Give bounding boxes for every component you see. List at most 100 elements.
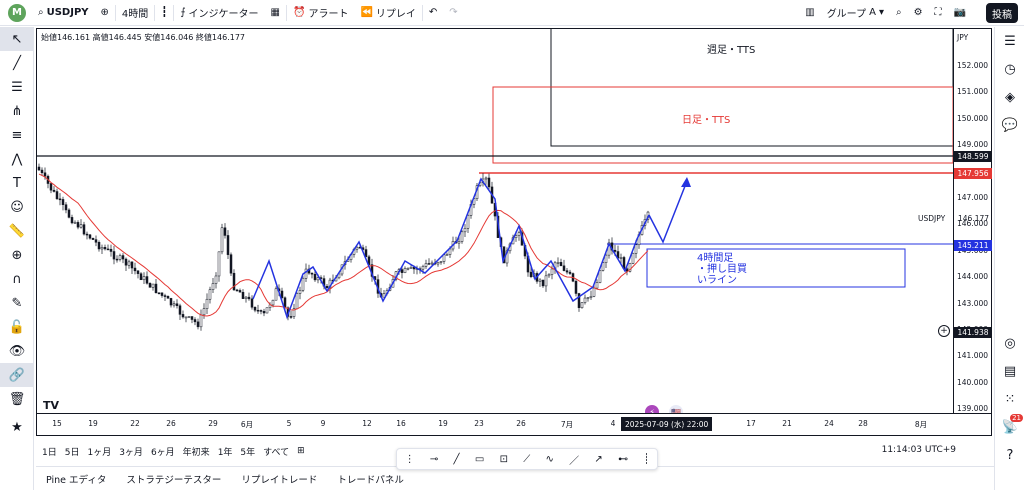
calendar-button[interactable]: ▤ bbox=[995, 357, 1024, 385]
candle-body bbox=[205, 298, 209, 309]
range-button[interactable]: 5年 bbox=[240, 447, 256, 458]
chart-pane[interactable]: 始値146.161 高値146.445 安値146.046 終値146.177 … bbox=[36, 28, 954, 414]
delete-tool[interactable]: 🗑 bbox=[0, 387, 34, 411]
vertical-line-icon[interactable]: ┊ bbox=[643, 453, 650, 465]
divider bbox=[173, 4, 175, 21]
bottom-tab[interactable]: Pine エディタ bbox=[46, 474, 107, 486]
fib-tool[interactable]: ≡ bbox=[0, 123, 34, 147]
time-axis[interactable]: 2025-07-09 (水) 22:00 15 19 22 26 29 6月 5 9 12 16 1… bbox=[36, 414, 992, 436]
chart-type-button[interactable]: ┇ bbox=[155, 0, 173, 26]
redo-button[interactable]: ↷ bbox=[443, 0, 463, 26]
close-value: 146.177 bbox=[211, 33, 246, 42]
event-icon[interactable]: ⚡ bbox=[645, 405, 659, 413]
currency-label[interactable]: JPY bbox=[957, 33, 969, 42]
chat-button[interactable]: 💬 bbox=[995, 111, 1024, 139]
indicators-button[interactable]: ⨍ インジケーター bbox=[174, 0, 264, 26]
trendline-icon[interactable]: ╱ bbox=[453, 453, 460, 465]
range-button[interactable]: すべて bbox=[263, 447, 290, 458]
text-note-icon[interactable]: ⊡ bbox=[499, 453, 508, 465]
add-level-button[interactable]: + bbox=[938, 325, 950, 337]
price-axis[interactable]: JPY 152.000 151.000 150.000 149.000 147.000 1… bbox=[954, 28, 992, 414]
trendline-tool[interactable]: ╱ bbox=[0, 51, 34, 75]
bottom-tab[interactable]: リプレイトレード bbox=[241, 474, 318, 486]
polyline-icon[interactable]: ∿ bbox=[545, 453, 554, 465]
undo-button[interactable]: ↶ bbox=[423, 0, 443, 26]
horizontal-lines-tool[interactable]: ☰ bbox=[0, 75, 34, 99]
layers-button[interactable]: ◈ bbox=[995, 83, 1024, 111]
h4-buy-label[interactable]: 4時間足 ・押し目買 いライン bbox=[697, 253, 747, 286]
target-button[interactable]: ◎ bbox=[995, 329, 1024, 357]
zoom-tool[interactable]: ⊕ bbox=[0, 243, 34, 267]
daily-tts-label[interactable]: 日足・TTS bbox=[682, 115, 731, 126]
add-symbol-button[interactable]: ⊕ bbox=[95, 0, 115, 26]
range-button[interactable]: 年初来 bbox=[182, 447, 210, 458]
user-avatar[interactable]: M bbox=[8, 3, 26, 22]
line-icon[interactable]: ／ bbox=[569, 455, 580, 467]
templates-button[interactable]: ▦ bbox=[265, 0, 286, 26]
rectangle-icon[interactable]: ▭ bbox=[474, 453, 485, 465]
us-flag-icon[interactable]: 🇺🇸 bbox=[669, 405, 683, 413]
help-button[interactable]: ? bbox=[995, 441, 1024, 469]
visibility-tool[interactable]: 👁 bbox=[0, 339, 34, 363]
watchlist-button[interactable]: ☰ bbox=[995, 27, 1024, 55]
range-button[interactable]: 1ヶ月 bbox=[87, 447, 112, 458]
bottom-tab[interactable]: トレードパネル bbox=[337, 474, 404, 486]
candle-body bbox=[568, 271, 572, 274]
candle-body bbox=[139, 273, 143, 281]
quick-search-button[interactable]: ⌕ bbox=[890, 0, 908, 26]
settings-button[interactable]: ⚙ bbox=[908, 0, 929, 26]
text-tool[interactable]: T bbox=[0, 171, 34, 195]
notifications-button[interactable]: 📡 21 bbox=[995, 413, 1024, 441]
price-tick: 141.000 bbox=[957, 351, 989, 361]
time-tick: 23 bbox=[474, 419, 484, 428]
replay-button[interactable]: ⏪ リプレイ bbox=[354, 0, 421, 26]
clock-label[interactable]: 11:14:03 UTC+9 bbox=[881, 445, 956, 455]
arrow-icon[interactable]: ↗ bbox=[594, 453, 603, 465]
range-button[interactable]: 3ヶ月 bbox=[119, 447, 143, 458]
bottom-tab[interactable]: ストラテジーテスター bbox=[126, 474, 222, 486]
ruler-tool[interactable]: 📏 bbox=[0, 219, 34, 243]
drag-handle-icon[interactable]: ⋮ bbox=[404, 453, 415, 465]
range-button[interactable]: 1日 bbox=[42, 447, 57, 458]
candle-body bbox=[577, 293, 581, 308]
layers-icon: ◈ bbox=[1005, 89, 1015, 105]
candle-body bbox=[151, 283, 155, 288]
pitchfork-tool[interactable]: ⋔ bbox=[0, 99, 34, 123]
apps-button[interactable]: ⁙ bbox=[995, 385, 1024, 413]
interval-button[interactable]: 4時間 bbox=[121, 9, 149, 20]
magnet-tool[interactable]: ∩ bbox=[0, 267, 34, 291]
range-button[interactable]: 1年 bbox=[217, 447, 233, 458]
link-tool[interactable]: 🔗 bbox=[0, 363, 34, 387]
keep-drawing-tool[interactable]: ✎ bbox=[0, 291, 34, 315]
fullscreen-button[interactable]: ⛶ bbox=[929, 0, 948, 26]
alert-button[interactable]: ⏰ アラート bbox=[287, 0, 354, 26]
post-button[interactable]: 投稿 bbox=[986, 3, 1018, 23]
layout-button[interactable]: ▥ bbox=[799, 0, 820, 26]
pattern-tool[interactable]: ⋀ bbox=[0, 147, 34, 171]
candle-body bbox=[325, 285, 329, 289]
symbol-search[interactable]: ⌕ USDJPY bbox=[32, 0, 95, 26]
cursor-tool[interactable]: ↖ bbox=[0, 27, 34, 51]
candle-body bbox=[628, 263, 632, 272]
alerts-panel-button[interactable]: ◷ bbox=[995, 55, 1024, 83]
path-icon[interactable]: ⟋ bbox=[523, 453, 531, 465]
group-button[interactable]: グループ A ▾ bbox=[821, 0, 890, 26]
goto-date-icon[interactable]: ⊞ bbox=[297, 446, 305, 456]
candle-body bbox=[136, 270, 140, 274]
time-tick: 6月 bbox=[240, 420, 254, 429]
horizontal-line-icon[interactable]: ⊷ bbox=[618, 453, 629, 465]
emoji-tool[interactable]: ☺ bbox=[0, 195, 34, 219]
lock-tool[interactable]: 🔓 bbox=[0, 315, 34, 339]
range-button[interactable]: 6ヶ月 bbox=[150, 447, 175, 458]
range-button[interactable]: 5日 bbox=[64, 447, 80, 458]
list-icon: ☰ bbox=[1004, 33, 1016, 49]
favorites-tool[interactable]: ★ bbox=[0, 415, 34, 439]
horizontal-ray-icon[interactable]: ⊸ bbox=[429, 453, 439, 465]
candle-body bbox=[172, 303, 176, 306]
cursor-icon: ↖ bbox=[11, 31, 23, 47]
candle-body bbox=[190, 316, 194, 320]
snapshot-button[interactable]: 📷 bbox=[948, 0, 972, 26]
weekly-tts-label[interactable]: 週足・TTS bbox=[707, 45, 756, 56]
candle-body bbox=[601, 262, 605, 271]
candle-body bbox=[580, 302, 584, 308]
